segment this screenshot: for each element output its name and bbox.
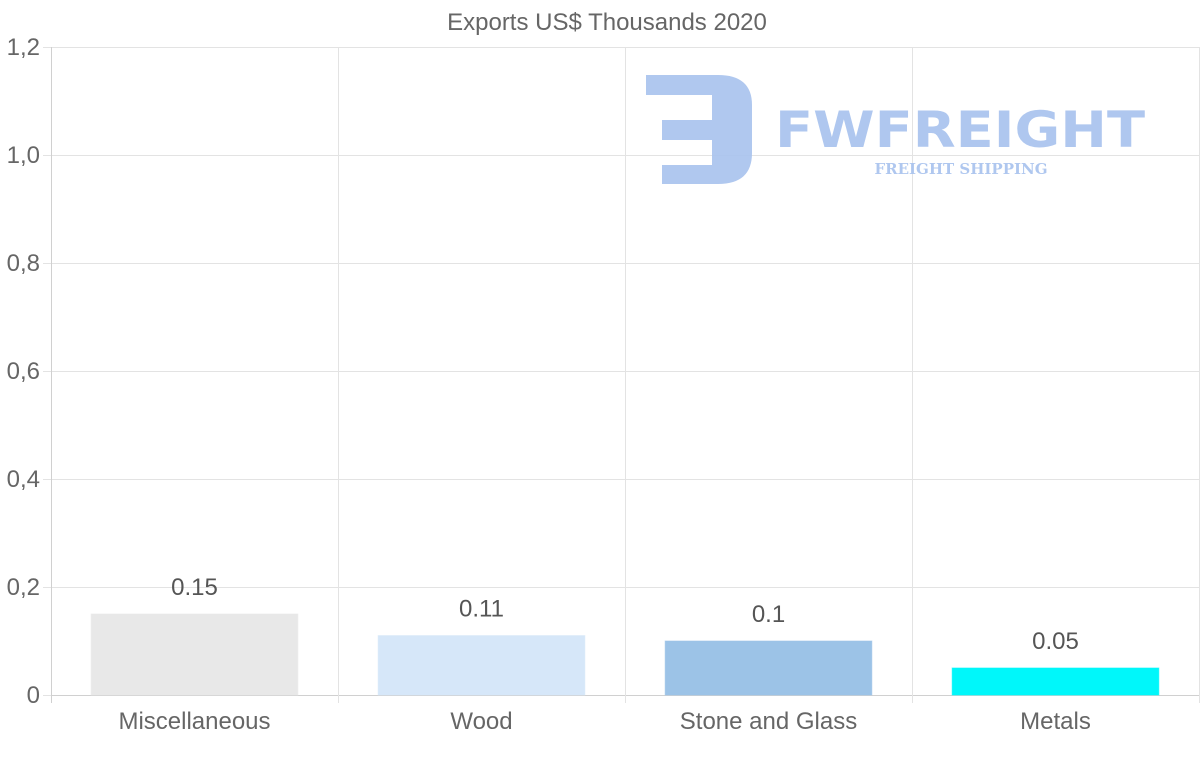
data-label: 0.11 <box>459 596 504 623</box>
chart-title: Exports US$ Thousands 2020 <box>447 9 767 36</box>
bar-miscellaneous <box>90 613 299 696</box>
bar-metals <box>951 667 1160 696</box>
data-label: 0.15 <box>171 574 218 601</box>
x-tick-label: Miscellaneous <box>118 708 270 735</box>
fwfreight-watermark: FWFREIGHT FREIGHT SHIPPING <box>646 75 1145 184</box>
watermark-tagline: FREIGHT SHIPPING <box>874 160 1047 178</box>
y-tick-label: 0 <box>27 682 40 709</box>
y-tick-label: 0,8 <box>7 250 40 277</box>
y-tick-label: 1,0 <box>7 142 40 169</box>
y-tick-label: 0,6 <box>7 358 40 385</box>
data-labels: 0.15 0.11 0.1 0.05 <box>171 574 1079 655</box>
y-tick-label: 0,2 <box>7 574 40 601</box>
x-tick-label: Stone and Glass <box>680 708 857 735</box>
bar-wood <box>377 635 586 696</box>
data-label: 0.1 <box>752 601 785 628</box>
x-axis-ticks: Miscellaneous Wood Stone and Glass Metals <box>118 708 1090 735</box>
fwfreight-logo-icon <box>646 75 752 184</box>
bars <box>90 613 1160 696</box>
bar-stone-and-glass <box>664 640 873 696</box>
watermark-brand: FWFREIGHT <box>775 101 1145 159</box>
y-axis-ticks: 0 0,2 0,4 0,6 0,8 1,0 1,2 <box>7 34 40 709</box>
data-label: 0.05 <box>1032 628 1079 655</box>
y-tick-label: 0,4 <box>7 466 40 493</box>
x-tick-label: Wood <box>450 708 512 735</box>
x-tick-label: Metals <box>1020 708 1091 735</box>
y-tick-label: 1,2 <box>7 34 40 61</box>
